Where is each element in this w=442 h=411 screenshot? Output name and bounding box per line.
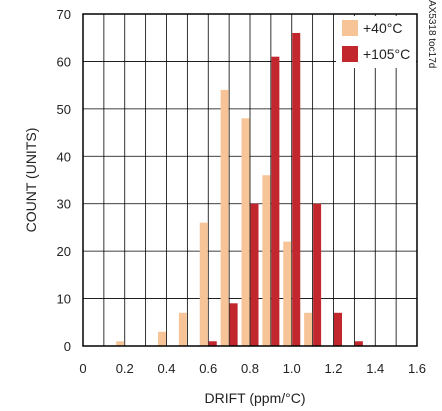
bar-series-0 [304, 313, 312, 346]
x-axis-label: DRIFT (ppm/°C) [204, 390, 305, 406]
legend-swatch-40c [342, 20, 358, 36]
x-tick-label: 0.4 [157, 361, 175, 376]
x-tick-label: 1.6 [408, 361, 426, 376]
y-tick-label: 10 [57, 292, 71, 307]
y-tick-label: 0 [64, 339, 71, 354]
x-tick-label: 0 [79, 361, 86, 376]
legend-swatch-105c [342, 46, 358, 62]
bar-series-0 [221, 90, 229, 346]
y-tick-labels: 0 10 20 30 40 50 60 70 [57, 7, 71, 354]
y-tick-label: 30 [57, 197, 71, 212]
bar-series-0 [242, 118, 250, 346]
bar-series-1 [271, 57, 279, 346]
bar-series-1 [334, 313, 342, 346]
y-tick-label: 20 [57, 244, 71, 259]
bar-series-0 [179, 313, 187, 346]
legend-label-40c: +40°C [363, 20, 402, 36]
bar-series-1 [292, 33, 300, 346]
x-tick-labels: 0 0.2 0.4 0.6 0.8 1.0 1.2 1.4 1.6 [79, 361, 426, 376]
x-tick-label: 0.8 [241, 361, 259, 376]
x-tick-label: 0.2 [116, 361, 134, 376]
figure-id-label: MAX5318 toc17d [426, 0, 437, 68]
bar-series-1 [230, 303, 238, 346]
bar-series-0 [158, 332, 166, 346]
bar-series-0 [262, 175, 270, 346]
bar-series-0 [200, 223, 208, 346]
bar-series-0 [283, 242, 291, 346]
y-tick-label: 70 [57, 7, 71, 22]
bar-series-1 [251, 204, 259, 346]
bars [116, 33, 363, 346]
y-axis-label: COUNT (UNITS) [23, 128, 39, 233]
legend-label-105c: +105°C [363, 46, 410, 62]
y-tick-label: 60 [57, 54, 71, 69]
y-tick-label: 50 [57, 102, 71, 117]
x-tick-label: 1.4 [366, 361, 384, 376]
x-tick-label: 1.2 [324, 361, 342, 376]
bar-series-1 [313, 204, 321, 346]
x-tick-label: 1.0 [283, 361, 301, 376]
legend: +40°C +105°C [336, 16, 416, 68]
x-tick-label: 0.6 [199, 361, 217, 376]
y-tick-label: 40 [57, 149, 71, 164]
